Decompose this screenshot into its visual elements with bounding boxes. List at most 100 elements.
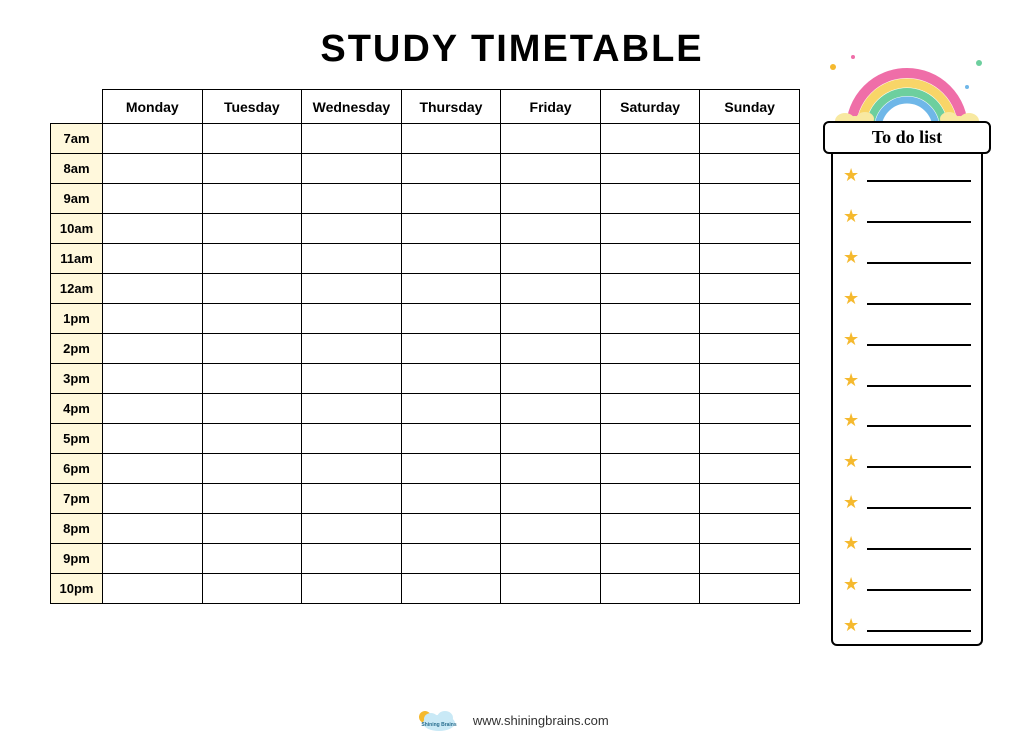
- timetable-cell[interactable]: [600, 484, 700, 514]
- timetable-cell[interactable]: [202, 124, 302, 154]
- timetable-cell[interactable]: [501, 484, 601, 514]
- timetable-cell[interactable]: [600, 124, 700, 154]
- timetable-cell[interactable]: [600, 244, 700, 274]
- timetable-cell[interactable]: [302, 544, 402, 574]
- timetable-cell[interactable]: [700, 304, 800, 334]
- timetable-cell[interactable]: [302, 304, 402, 334]
- timetable-cell[interactable]: [401, 514, 501, 544]
- timetable-cell[interactable]: [600, 544, 700, 574]
- timetable-cell[interactable]: [600, 364, 700, 394]
- timetable-cell[interactable]: [401, 124, 501, 154]
- timetable-cell[interactable]: [202, 544, 302, 574]
- timetable-cell[interactable]: [202, 244, 302, 274]
- timetable-cell[interactable]: [302, 364, 402, 394]
- timetable-cell[interactable]: [700, 184, 800, 214]
- timetable-cell[interactable]: [401, 484, 501, 514]
- timetable-cell[interactable]: [401, 544, 501, 574]
- timetable-cell[interactable]: [700, 424, 800, 454]
- timetable-cell[interactable]: [700, 214, 800, 244]
- timetable-cell[interactable]: [202, 334, 302, 364]
- timetable-cell[interactable]: [600, 574, 700, 604]
- todo-line[interactable]: [867, 209, 971, 223]
- timetable-cell[interactable]: [700, 274, 800, 304]
- timetable-cell[interactable]: [700, 244, 800, 274]
- timetable-cell[interactable]: [103, 274, 203, 304]
- timetable-cell[interactable]: [600, 214, 700, 244]
- timetable-cell[interactable]: [501, 184, 601, 214]
- timetable-cell[interactable]: [302, 154, 402, 184]
- timetable-cell[interactable]: [700, 364, 800, 394]
- timetable-cell[interactable]: [202, 184, 302, 214]
- todo-line[interactable]: [867, 373, 971, 387]
- timetable-cell[interactable]: [401, 244, 501, 274]
- timetable-cell[interactable]: [501, 154, 601, 184]
- timetable-cell[interactable]: [302, 514, 402, 544]
- timetable-cell[interactable]: [501, 544, 601, 574]
- timetable-cell[interactable]: [600, 424, 700, 454]
- timetable-cell[interactable]: [302, 274, 402, 304]
- timetable-cell[interactable]: [202, 394, 302, 424]
- timetable-cell[interactable]: [700, 544, 800, 574]
- timetable-cell[interactable]: [302, 424, 402, 454]
- timetable-cell[interactable]: [700, 484, 800, 514]
- timetable-cell[interactable]: [302, 214, 402, 244]
- timetable-cell[interactable]: [103, 304, 203, 334]
- timetable-cell[interactable]: [600, 154, 700, 184]
- timetable-cell[interactable]: [103, 454, 203, 484]
- timetable-cell[interactable]: [302, 574, 402, 604]
- timetable-cell[interactable]: [202, 214, 302, 244]
- todo-line[interactable]: [867, 332, 971, 346]
- timetable-cell[interactable]: [401, 364, 501, 394]
- timetable-cell[interactable]: [202, 274, 302, 304]
- todo-line[interactable]: [867, 577, 971, 591]
- timetable-cell[interactable]: [103, 394, 203, 424]
- timetable-cell[interactable]: [401, 214, 501, 244]
- timetable-cell[interactable]: [302, 394, 402, 424]
- timetable-cell[interactable]: [103, 184, 203, 214]
- timetable-cell[interactable]: [501, 364, 601, 394]
- timetable-cell[interactable]: [600, 514, 700, 544]
- todo-line[interactable]: [867, 495, 971, 509]
- timetable-cell[interactable]: [103, 364, 203, 394]
- timetable-cell[interactable]: [103, 214, 203, 244]
- timetable-cell[interactable]: [501, 574, 601, 604]
- todo-line[interactable]: [867, 454, 971, 468]
- timetable-cell[interactable]: [103, 544, 203, 574]
- timetable-cell[interactable]: [401, 574, 501, 604]
- timetable-cell[interactable]: [401, 154, 501, 184]
- timetable-cell[interactable]: [501, 424, 601, 454]
- timetable-cell[interactable]: [401, 334, 501, 364]
- timetable-cell[interactable]: [600, 184, 700, 214]
- todo-line[interactable]: [867, 291, 971, 305]
- timetable-cell[interactable]: [302, 484, 402, 514]
- timetable-cell[interactable]: [600, 454, 700, 484]
- timetable-cell[interactable]: [103, 514, 203, 544]
- timetable-cell[interactable]: [302, 184, 402, 214]
- timetable-cell[interactable]: [202, 154, 302, 184]
- timetable-cell[interactable]: [103, 124, 203, 154]
- todo-line[interactable]: [867, 168, 971, 182]
- timetable-cell[interactable]: [501, 334, 601, 364]
- timetable-cell[interactable]: [501, 214, 601, 244]
- timetable-cell[interactable]: [302, 334, 402, 364]
- timetable-cell[interactable]: [302, 124, 402, 154]
- timetable-cell[interactable]: [600, 394, 700, 424]
- timetable-cell[interactable]: [401, 304, 501, 334]
- timetable-cell[interactable]: [501, 274, 601, 304]
- timetable-cell[interactable]: [501, 244, 601, 274]
- timetable-cell[interactable]: [103, 424, 203, 454]
- timetable-cell[interactable]: [202, 484, 302, 514]
- timetable-cell[interactable]: [202, 364, 302, 394]
- timetable-cell[interactable]: [202, 574, 302, 604]
- timetable-cell[interactable]: [700, 154, 800, 184]
- timetable-cell[interactable]: [501, 124, 601, 154]
- timetable-cell[interactable]: [103, 334, 203, 364]
- timetable-cell[interactable]: [501, 394, 601, 424]
- todo-line[interactable]: [867, 618, 971, 632]
- timetable-cell[interactable]: [202, 424, 302, 454]
- timetable-cell[interactable]: [501, 304, 601, 334]
- timetable-cell[interactable]: [202, 514, 302, 544]
- timetable-cell[interactable]: [302, 454, 402, 484]
- todo-line[interactable]: [867, 536, 971, 550]
- timetable-cell[interactable]: [700, 394, 800, 424]
